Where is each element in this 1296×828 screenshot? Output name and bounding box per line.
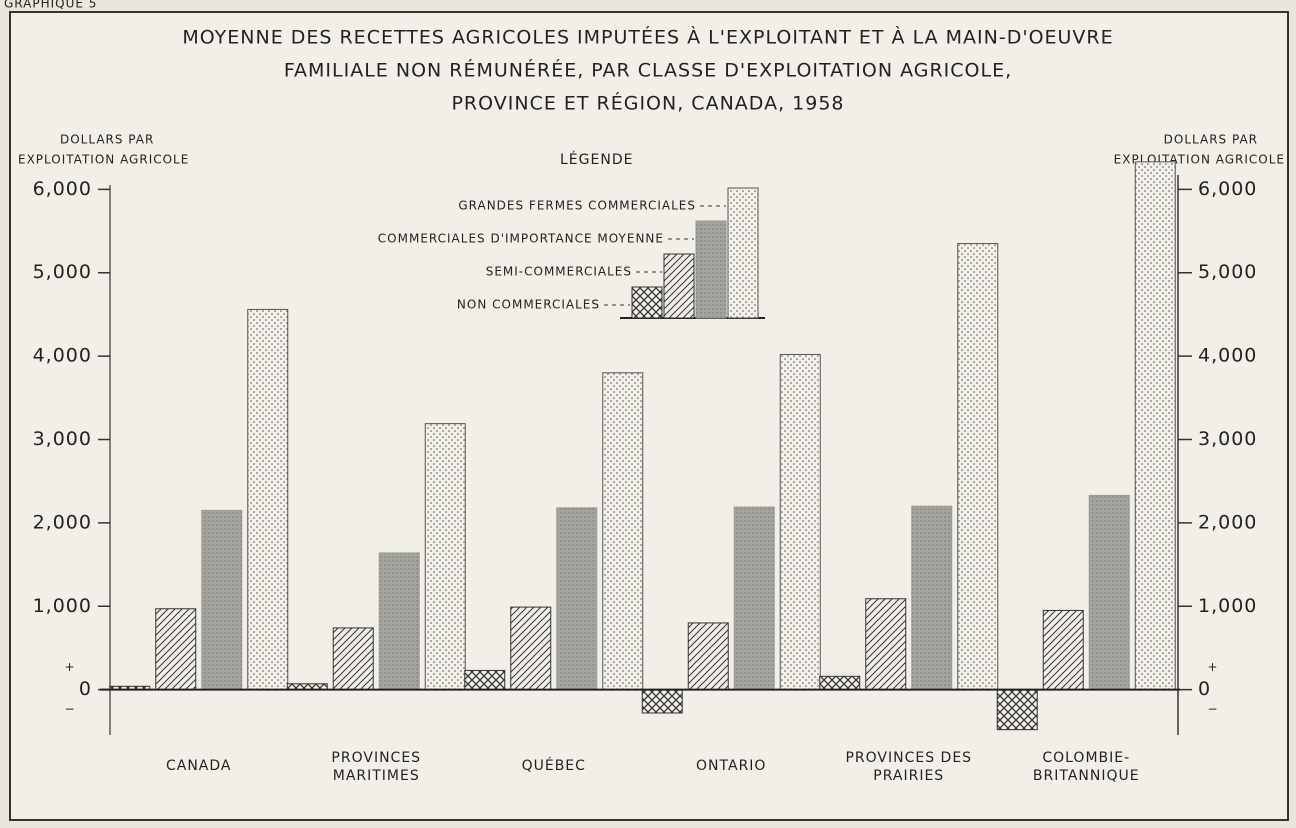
bar [911,505,953,691]
bar [556,507,598,691]
bar [865,598,907,691]
y-tick-label: 1,000 [33,595,92,617]
bar [1042,609,1084,691]
legend-label: COMMERCIALES D'IMPORTANCE MOYENNE [378,232,664,246]
x-tick-label: ONTARIO [696,758,766,774]
y2-tick-label: 5,000 [1198,261,1257,283]
y-tick-label: 3,000 [33,428,92,450]
bar [155,608,197,691]
bar [641,689,683,714]
legend-label: SEMI-COMMERCIALES [486,265,632,279]
y2-tick-label: 3,000 [1198,428,1257,450]
chart-title: PROVINCE ET RÉGION, CANADA, 1958 [451,92,844,115]
x-tick-label: COLOMBIE- [1042,750,1130,766]
y2-tick-label: 1,000 [1198,595,1257,617]
legend-swatch [631,286,663,319]
bar [1088,494,1130,691]
legend-swatch [663,253,695,319]
chart-title: FAMILIALE NON RÉMUNÉRÉE, PAR CLASSE D'EX… [284,59,1012,82]
bar [957,243,999,691]
bar [687,622,729,691]
sign-label: − [1207,702,1218,716]
x-tick-label: QUÉBEC [522,757,586,774]
y2-tick-label: 6,000 [1198,178,1257,200]
bar [424,423,466,691]
x-tick-label: PROVINCES DES [845,750,972,766]
legend-label: NON COMMERCIALES [457,298,600,312]
y2-axis-label: DOLLARS PAR [1164,133,1258,147]
x-tick-label: MARITIMES [333,768,420,784]
bar [733,506,775,691]
x-tick-label: BRITANNIQUE [1033,768,1140,784]
bar [602,372,644,691]
y-tick-label: 6,000 [33,178,92,200]
y-axis-label: DOLLARS PAR [60,133,154,147]
figure-label: GRAPHIQUE 5 [4,0,97,11]
y-tick-label: 2,000 [33,511,92,533]
bar [201,509,243,691]
bar [510,606,552,691]
x-tick-label: PRAIRIES [873,768,944,784]
legend-swatch [727,187,759,319]
x-tick-label: PROVINCES [331,750,421,766]
bar [996,689,1038,731]
sign-label: + [1207,660,1218,674]
y-tick-label: 5,000 [33,261,92,283]
y-tick-label: 0 [79,678,92,700]
bar [247,308,289,691]
x-tick-label: CANADA [166,758,232,774]
legend-label: GRANDES FERMES COMMERCIALES [458,199,696,213]
y2-tick-label: 2,000 [1198,511,1257,533]
sign-label: − [64,702,75,716]
sign-label: + [64,660,75,674]
bar [332,627,374,691]
legend-swatch [695,220,727,319]
chart-title: MOYENNE DES RECETTES AGRICOLES IMPUTÉES … [182,26,1113,49]
bar [464,669,506,691]
y-tick-label: 4,000 [33,345,92,367]
bar [779,353,821,691]
y-axis-label: EXPLOITATION AGRICOLE [18,153,189,167]
legend-title: LÉGENDE [560,151,633,168]
bar [1134,161,1176,691]
y2-tick-label: 0 [1198,678,1211,700]
y2-tick-label: 4,000 [1198,345,1257,367]
bar [819,675,861,691]
bar [378,552,420,691]
